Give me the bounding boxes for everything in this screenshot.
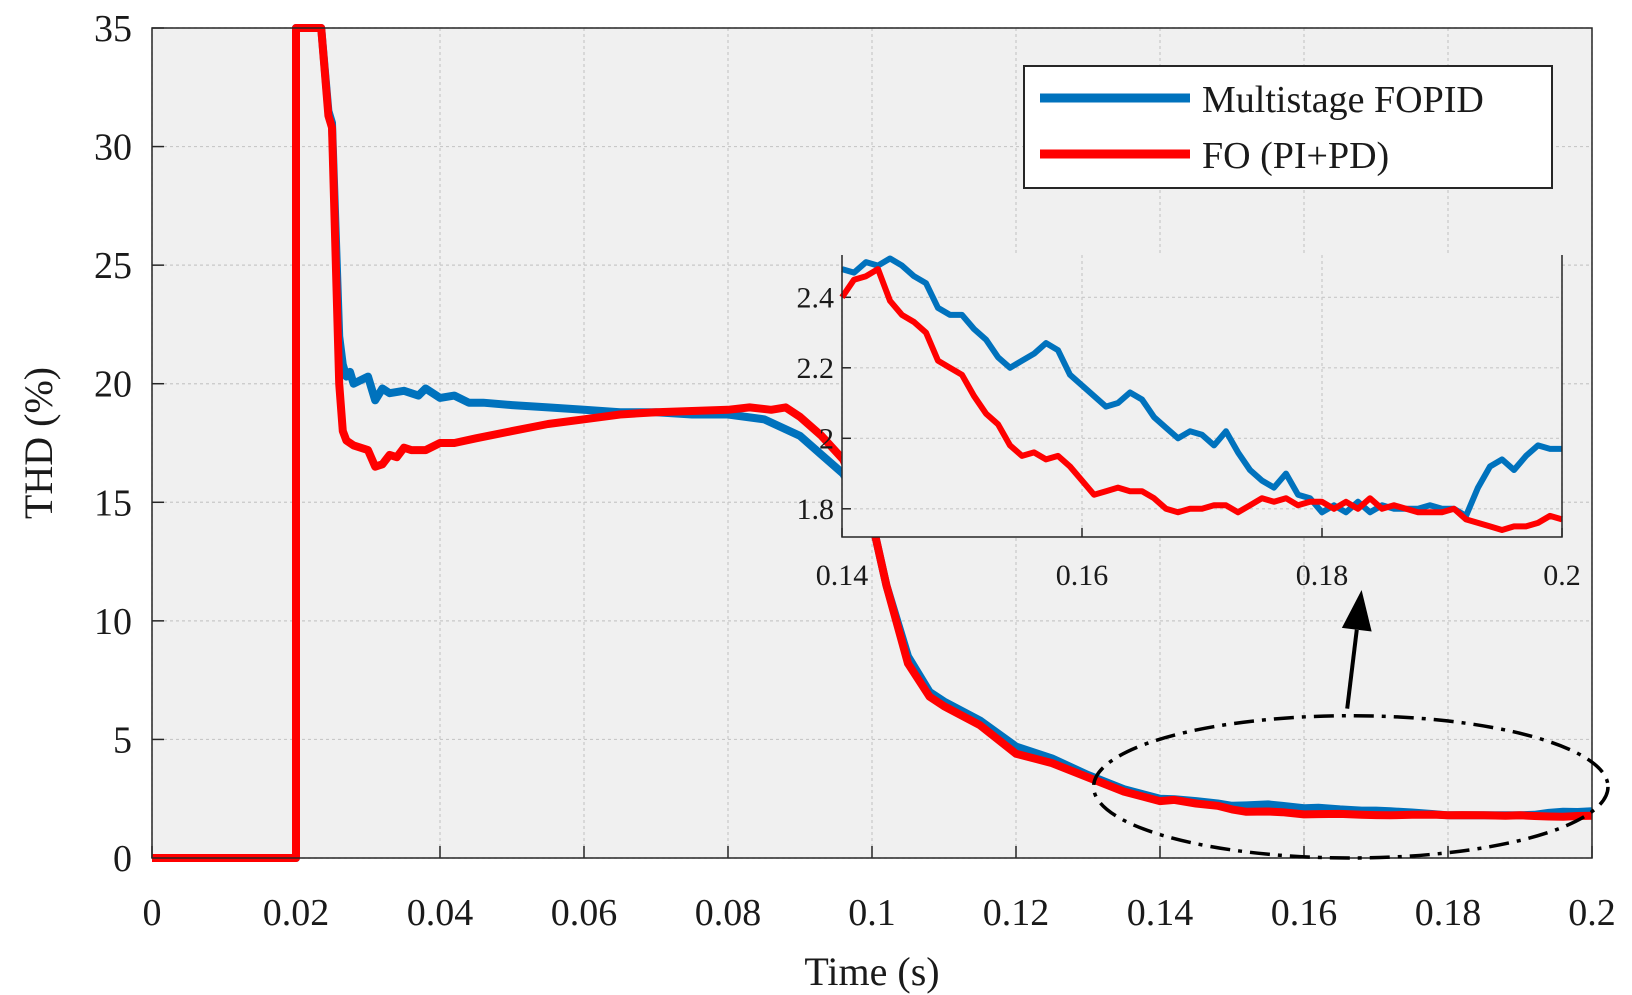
y-tick-label: 10: [94, 601, 132, 643]
x-tick-label: 0.06: [551, 892, 618, 934]
x-tick-label: 0.14: [1127, 892, 1194, 934]
y-tick-labels: 0 5 10 15 20 25 30 35: [94, 8, 132, 880]
y-tick-label: 0: [113, 838, 132, 880]
x-tick-label: 0.18: [1415, 892, 1482, 934]
y-axis-title: THD (%): [16, 367, 61, 519]
main-series: [152, 24, 1593, 862]
legend: Multistage FOPID FO (PI+PD): [1023, 65, 1553, 189]
inset-x-tick-label: 0.14: [816, 559, 869, 592]
x-tick-label: 0.04: [407, 892, 474, 934]
y-tick-label: 20: [94, 364, 132, 406]
legend-label-multistage-fopid: Multistage FOPID: [1202, 79, 1484, 121]
inset-y-tick-labels: 1.8 2 2.2 2.4: [797, 281, 835, 526]
legend-box: [1023, 65, 1553, 189]
y-tick-label: 25: [94, 245, 132, 287]
zoom-region-ellipse: [1091, 713, 1610, 860]
inset-x-tick-labels: 0.14 0.16 0.18 0.2: [816, 559, 1581, 592]
x-tick-labels: 0 0.02 0.04 0.06 0.08 0.1 0.12 0.14 0.16 0.18 0.2: [143, 892, 1616, 934]
inset-axes-lines: [841, 255, 1563, 538]
inset-y-tick-label: 1.8: [797, 493, 835, 526]
arrow-shaft: [1345, 629, 1359, 709]
inset-series: [839, 255, 1563, 533]
y-tick-label: 15: [94, 482, 132, 524]
inset-y-tick-label: 2.2: [797, 352, 835, 385]
inset-series-line-multistage-fopid: [841, 255, 1562, 519]
plot-frame: [151, 27, 1593, 859]
inset-x-tick-label: 0.18: [1296, 559, 1349, 592]
inset-plot-area: [842, 255, 1562, 537]
y-tick-label: 35: [94, 8, 132, 50]
x-tick-label: 0.08: [695, 892, 762, 934]
x-tick-label: 0.12: [983, 892, 1050, 934]
x-tick-label: 0.1: [848, 892, 896, 934]
x-tick-label: 0: [143, 892, 162, 934]
inset-series-line-fo-pi-pd: [839, 266, 1563, 533]
y-tick-label: 30: [94, 127, 132, 169]
x-tick-label: 0.16: [1271, 892, 1338, 934]
legend-label-fo-pi-pd: FO (PI+PD): [1202, 135, 1389, 177]
zoom-arrow: [1341, 590, 1372, 709]
x-axis-title: Time (s): [804, 949, 939, 994]
inset-x-tick-label: 0.16: [1056, 559, 1109, 592]
x-tick-label: 0.02: [263, 892, 330, 934]
series-line-fo-pi-pd: [152, 24, 1593, 862]
inset-x-tick-label: 0.2: [1543, 559, 1581, 592]
x-tick-label: 0.2: [1568, 892, 1616, 934]
y-tick-label: 5: [113, 719, 132, 761]
inset-y-tick-label: 2: [819, 422, 834, 455]
inset-y-tick-label: 2.4: [797, 281, 835, 314]
arrow-head: [1341, 590, 1372, 632]
